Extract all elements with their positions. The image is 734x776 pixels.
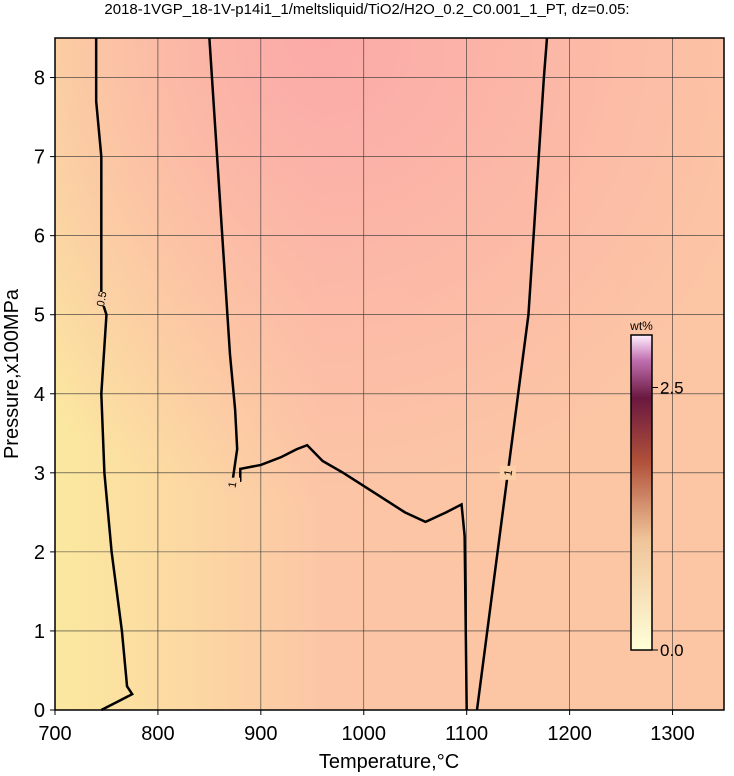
- y-tick-label: 3: [34, 463, 45, 485]
- colorbar-tick-label: 2.5: [660, 379, 684, 398]
- colorbar-tick-label: 0.0: [660, 641, 684, 660]
- y-tick-label: 5: [34, 305, 45, 327]
- y-tick-label: 4: [34, 384, 45, 406]
- colorbar-label: wt%: [629, 319, 653, 333]
- y-tick-label: 6: [34, 226, 45, 248]
- x-tick-label: 1100: [445, 723, 488, 745]
- x-tick-label: 1000: [342, 723, 387, 745]
- contour-label-bg: [93, 291, 110, 306]
- contour-label-bg: [224, 477, 241, 492]
- background-shade: [55, 38, 724, 710]
- y-tick-label: 7: [34, 147, 45, 169]
- contour-label: 1: [227, 481, 240, 489]
- x-tick-label: 800: [141, 723, 174, 745]
- plot-area: [55, 38, 724, 710]
- plot-frame: [54, 37, 725, 711]
- x-tick-label: 900: [244, 723, 277, 745]
- x-tick-label: 1300: [650, 723, 695, 745]
- x-tick-label: 700: [38, 723, 71, 745]
- contour-label: 0.5: [95, 290, 109, 307]
- y-tick-label: 8: [34, 68, 45, 90]
- chart-title: 2018-1VGP_18-1V-p14i1_1/meltsliquid/TiO2…: [104, 1, 629, 18]
- contour-line: [208, 37, 468, 711]
- x-axis-label: Temperature,°C: [319, 751, 459, 773]
- contour-label: 1: [502, 469, 515, 477]
- y-tick-label: 1: [34, 621, 45, 643]
- y-tick-label: 2: [34, 542, 45, 564]
- contour-line: [475, 37, 549, 711]
- y-axis-label: Pressure,x100MPa: [1, 288, 23, 459]
- x-tick-label: 1200: [547, 723, 592, 745]
- contour-label-bg: [499, 465, 516, 480]
- y-tick-label: 0: [34, 700, 45, 722]
- contour-line: [94, 38, 134, 712]
- colorbar: [630, 334, 653, 651]
